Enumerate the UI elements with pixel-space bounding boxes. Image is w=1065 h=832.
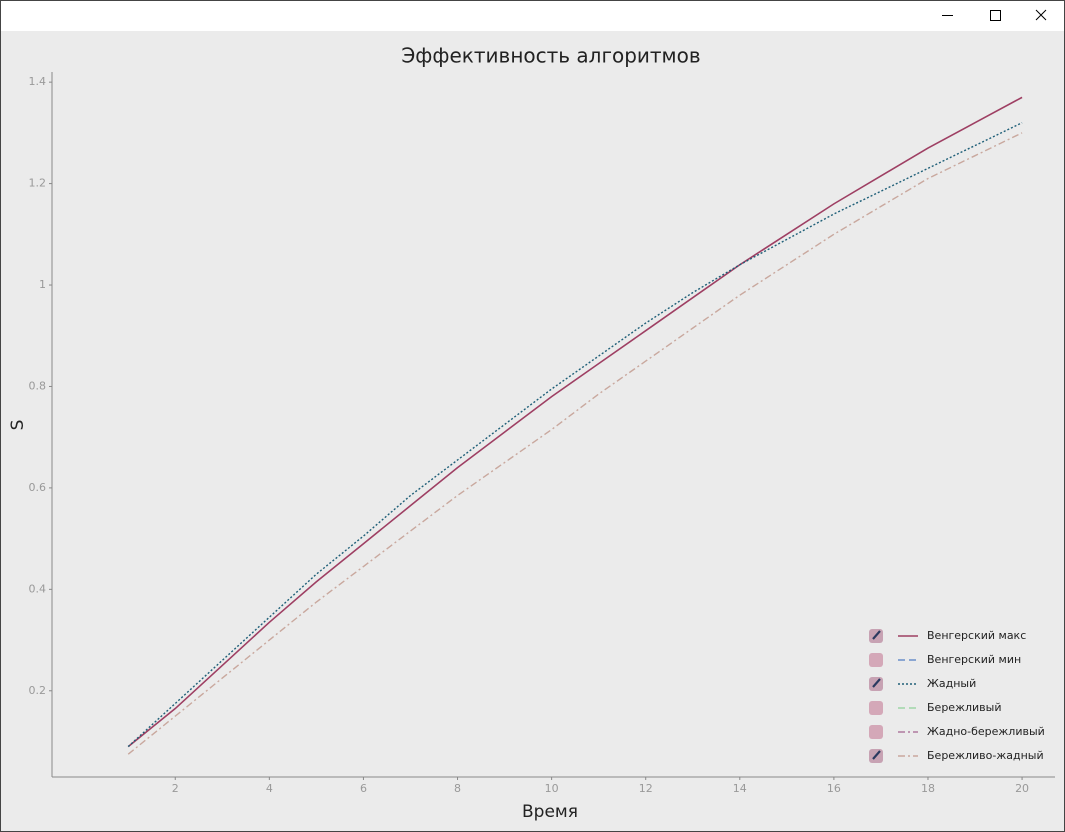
x-tick-label: 6 — [360, 782, 367, 795]
chart-title: Эффективность алгоритмов — [401, 44, 700, 68]
y-axis-label: S — [8, 420, 28, 431]
close-button[interactable] — [1035, 9, 1047, 21]
checkbox-check — [872, 678, 881, 688]
legend-checkbox[interactable] — [869, 653, 883, 667]
x-tick-label: 10 — [545, 782, 559, 795]
legend-label: Жадный — [927, 677, 976, 690]
x-tick-label: 20 — [1015, 782, 1029, 795]
x-tick-label: 18 — [921, 782, 935, 795]
y-tick-label: 0.2 — [29, 684, 47, 697]
x-tick-label: 14 — [733, 782, 747, 795]
x-tick-label: 8 — [454, 782, 461, 795]
y-tick-label: 1.2 — [29, 177, 47, 190]
series-line — [127, 132, 1023, 755]
y-tick-label: 1.4 — [29, 75, 47, 88]
legend-label: Жадно-бережливый — [927, 725, 1045, 738]
x-tick-label: 4 — [266, 782, 273, 795]
y-tick-label: 0.8 — [29, 379, 47, 392]
legend-checkbox[interactable] — [869, 701, 883, 715]
legend-label: Венгерский мин — [927, 653, 1021, 666]
x-axis-label: Время — [522, 802, 578, 822]
y-tick-label: 0.6 — [29, 481, 47, 494]
checkbox-check — [872, 630, 881, 640]
x-tick-label: 12 — [639, 782, 653, 795]
legend-checkbox[interactable] — [869, 725, 883, 739]
series-line — [127, 96, 1023, 748]
legend-label: Бережливый — [927, 701, 1001, 714]
legend-label: Венгерский макс — [927, 629, 1026, 642]
title-bar — [1, 1, 1064, 31]
legend-label: Бережливо-жадный — [927, 749, 1044, 762]
x-tick-label: 16 — [827, 782, 841, 795]
maximize-button[interactable] — [990, 10, 1001, 21]
y-tick-label: 0.4 — [29, 582, 47, 595]
x-tick-label: 2 — [172, 782, 179, 795]
checkbox-check — [872, 750, 881, 760]
y-tick-label: 1 — [39, 278, 46, 291]
